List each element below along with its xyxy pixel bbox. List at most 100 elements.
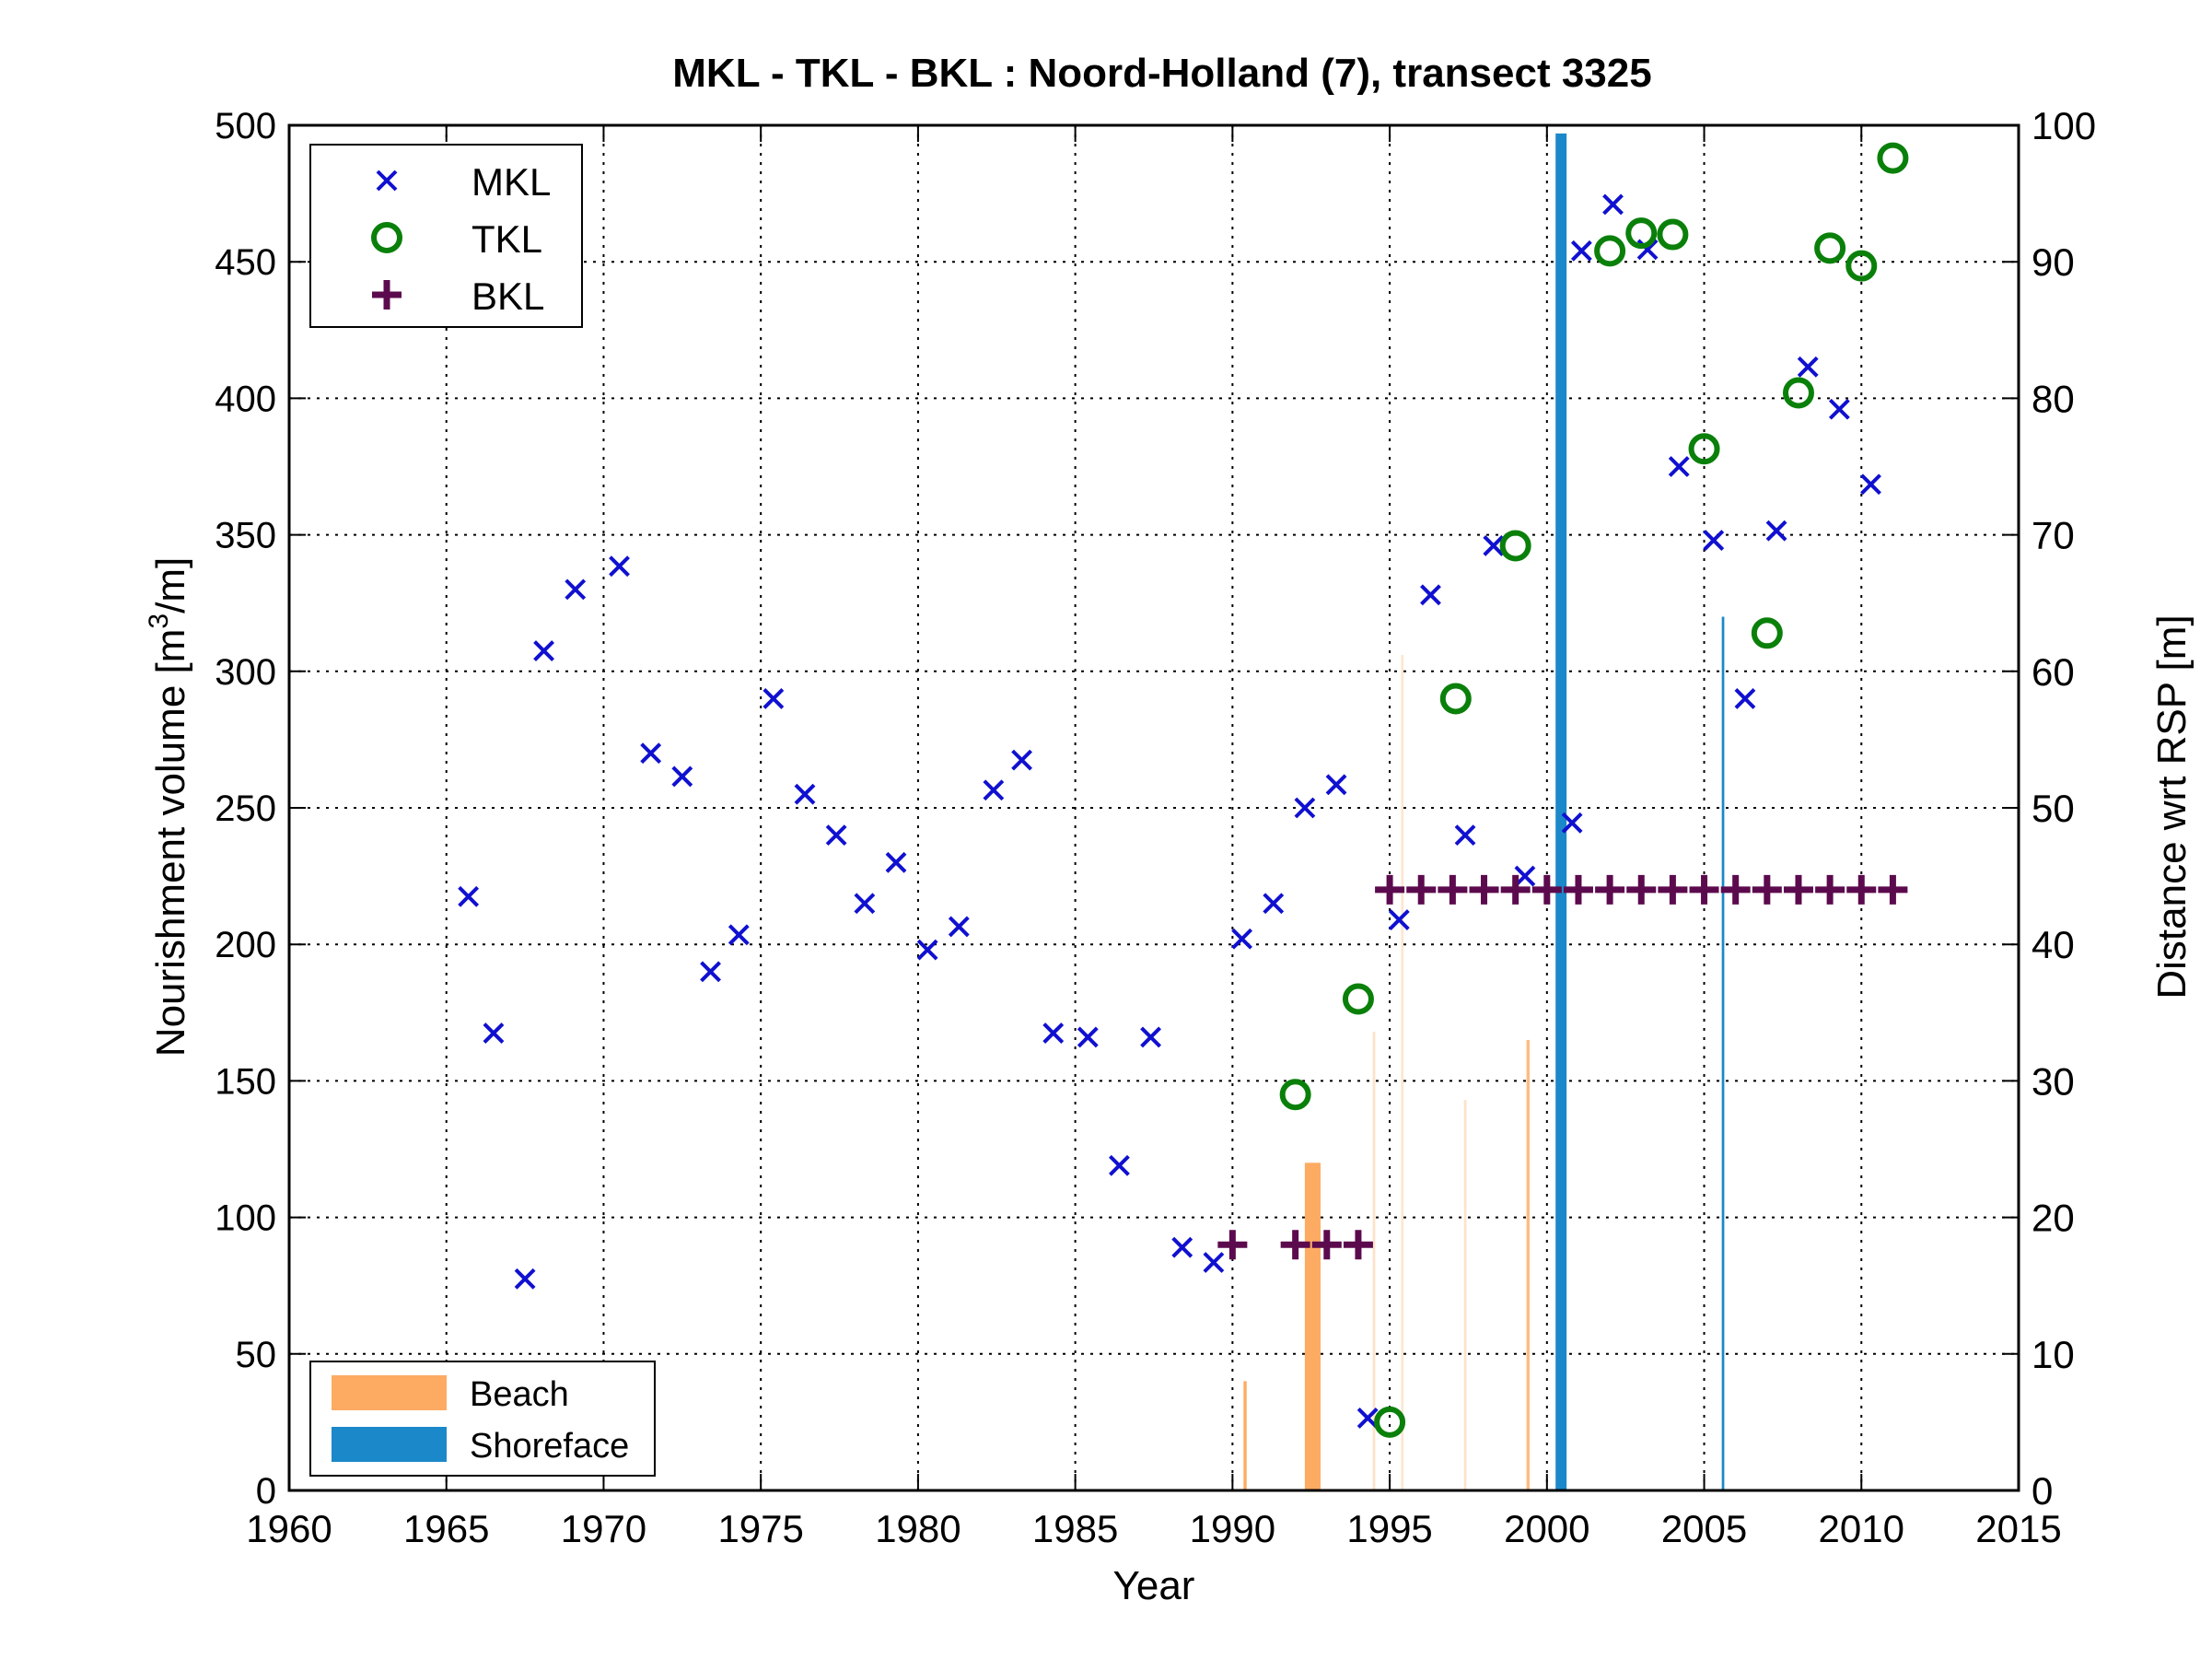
tkl-point bbox=[1782, 377, 1814, 409]
mkl-point bbox=[885, 851, 907, 873]
bkl-point bbox=[1531, 874, 1562, 905]
legend-mkl-marker bbox=[376, 169, 398, 192]
bkl-point bbox=[1217, 1230, 1248, 1260]
y-left-tick-label: 400 bbox=[215, 379, 276, 419]
mkl-point bbox=[1860, 473, 1881, 496]
legend-bkl-label: BKL bbox=[472, 275, 544, 318]
shoreface-nourishment-bar bbox=[1555, 133, 1567, 1491]
mkl-point bbox=[700, 961, 721, 983]
legend-mkl-label: MKL bbox=[472, 160, 551, 204]
mkl-point bbox=[1203, 1252, 1225, 1273]
legend-bkl-entry: BKL bbox=[372, 275, 544, 318]
y-right-tick-label: 60 bbox=[2032, 650, 2075, 694]
bkl-point bbox=[1783, 874, 1813, 905]
mkl-point bbox=[1077, 1026, 1099, 1048]
tkl-point bbox=[1342, 983, 1374, 1015]
y-left-tick-label: 0 bbox=[256, 1471, 276, 1512]
legend-bars: Beach Shoreface bbox=[309, 1361, 656, 1477]
shoreface-nourishment-bar bbox=[1721, 616, 1725, 1490]
bkl-point bbox=[1375, 874, 1405, 905]
x-tick-label: 1990 bbox=[1190, 1507, 1275, 1550]
mkl-point bbox=[948, 916, 970, 938]
x-tick-label: 2005 bbox=[1661, 1507, 1747, 1550]
bkl-point bbox=[1311, 1230, 1342, 1260]
y-left-tick-labels: 0 50 100 150 200 250 300 350 400 450 500 bbox=[215, 106, 276, 1512]
tkl-point bbox=[1499, 530, 1531, 562]
legend-beach-swatch bbox=[332, 1375, 447, 1410]
beach-nourishment-bar bbox=[1243, 1381, 1247, 1490]
mkl-point bbox=[1388, 909, 1410, 930]
legend-beach-label: Beach bbox=[470, 1375, 569, 1414]
mkl-point bbox=[671, 765, 693, 788]
mkl-point bbox=[983, 779, 1005, 801]
mkl-point bbox=[794, 783, 816, 805]
y-left-label-main: Nourishment volume [m bbox=[148, 629, 193, 1057]
mkl-point bbox=[728, 924, 750, 946]
legend-bkl-marker bbox=[372, 280, 402, 310]
x-tick-label: 1970 bbox=[561, 1507, 646, 1550]
mkl-point bbox=[1570, 240, 1592, 262]
mkl-point bbox=[640, 742, 662, 765]
tkl-point bbox=[1688, 433, 1720, 465]
x-tick-label: 1980 bbox=[875, 1507, 960, 1550]
beach-nourishment-bar bbox=[1526, 1039, 1531, 1490]
bkl-point bbox=[1500, 874, 1531, 905]
mkl-point bbox=[1109, 1154, 1130, 1176]
bkl-point bbox=[1469, 874, 1499, 905]
mkl-point bbox=[514, 1268, 536, 1290]
mkl-point bbox=[1703, 530, 1725, 551]
tkl-point bbox=[1814, 232, 1846, 264]
mkl-point bbox=[1454, 824, 1476, 847]
beach-nourishment-bar bbox=[1401, 655, 1404, 1490]
legend-tkl-marker bbox=[371, 222, 402, 253]
y-right-tick-label: 40 bbox=[2032, 923, 2075, 966]
mkl-point bbox=[1561, 812, 1583, 834]
tkl-point bbox=[1751, 617, 1783, 649]
mkl-point bbox=[916, 939, 938, 961]
mkl-point bbox=[609, 555, 630, 578]
x-tick-labels: 1960 1965 1970 1975 1980 1985 1990 1995 2000 2005… bbox=[246, 1507, 2061, 1550]
mkl-point bbox=[1734, 688, 1756, 709]
tkl-point bbox=[1657, 218, 1689, 251]
legend-beach-entry: Beach bbox=[332, 1375, 569, 1414]
bkl-point bbox=[1720, 874, 1751, 905]
mkl-point bbox=[1828, 398, 1850, 420]
mkl-point bbox=[825, 824, 847, 847]
legend-mkl-entry: MKL bbox=[376, 160, 551, 204]
mkl-point bbox=[1668, 456, 1690, 477]
mkl-point bbox=[533, 640, 554, 661]
x-tick-label: 2010 bbox=[1819, 1507, 1904, 1550]
y-left-tick-label: 350 bbox=[215, 516, 276, 556]
mkl-point bbox=[1765, 520, 1787, 542]
y-right-tick-label: 30 bbox=[2032, 1059, 2075, 1103]
x-tick-label: 1960 bbox=[246, 1507, 332, 1550]
bkl-point bbox=[1406, 874, 1437, 905]
x-tick-label: 1995 bbox=[1346, 1507, 1432, 1550]
legend-shoreface-entry: Shoreface bbox=[332, 1427, 629, 1466]
y-left-tick-label: 500 bbox=[215, 106, 276, 146]
y-left-axis-label: Nourishment volume [m3/m] bbox=[144, 557, 193, 1057]
y-left-tick-label: 50 bbox=[236, 1335, 277, 1375]
bkl-point bbox=[1438, 874, 1468, 905]
bkl-point bbox=[1878, 874, 1908, 905]
tkl-point bbox=[1439, 683, 1472, 715]
mkl-point bbox=[1325, 774, 1347, 796]
x-axis-label: Year bbox=[1113, 1563, 1195, 1608]
y-right-axis-label: Distance wrt RSP [m] bbox=[2149, 614, 2195, 999]
y-right-tick-labels: 0 10 20 30 40 50 60 70 80 90 100 bbox=[2032, 104, 2096, 1513]
y-left-tick-label: 200 bbox=[215, 925, 276, 965]
x-tick-label: 1985 bbox=[1032, 1507, 1118, 1550]
legend-shoreface-label: Shoreface bbox=[470, 1427, 629, 1466]
mkl-point bbox=[1042, 1022, 1065, 1044]
beach-nourishment-bar bbox=[1372, 1032, 1376, 1490]
mkl-point bbox=[1171, 1236, 1193, 1258]
mkl-point bbox=[763, 688, 785, 709]
y-left-tick-label: 100 bbox=[215, 1198, 276, 1239]
y-right-tick-label: 80 bbox=[2032, 377, 2075, 420]
y-right-tick-label: 0 bbox=[2032, 1469, 2053, 1513]
legend-tkl-label: TKL bbox=[472, 217, 542, 261]
bkl-point bbox=[1815, 874, 1845, 905]
tkl-point bbox=[1625, 217, 1658, 250]
x-tick-label: 2000 bbox=[1504, 1507, 1589, 1550]
